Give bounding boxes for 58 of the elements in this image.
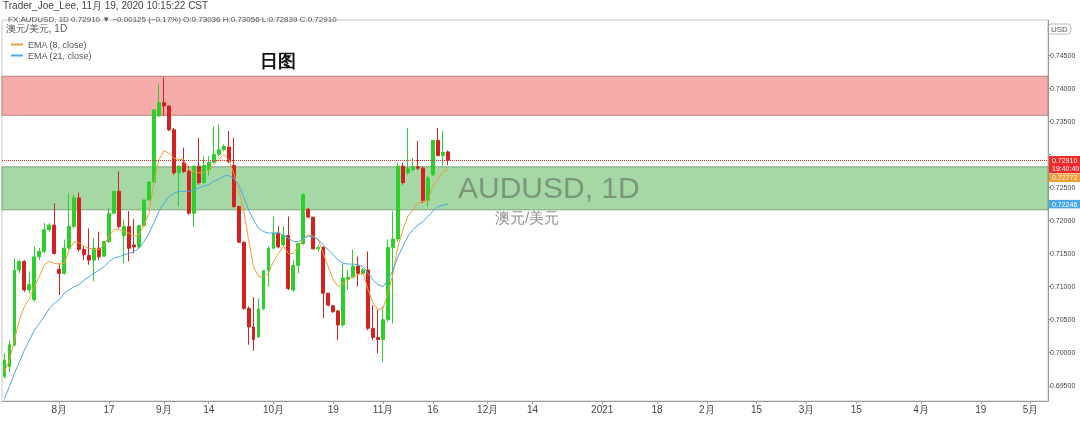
candlestick bbox=[192, 165, 196, 227]
text: Trader_Joe_Lee, 11月 19, 2020 10:15:22 CST bbox=[3, 0, 209, 11]
candlestick bbox=[227, 130, 231, 164]
x-tick-label: 5月 bbox=[1022, 403, 1039, 415]
candlestick bbox=[52, 202, 56, 256]
x-tick-label: 12月 bbox=[477, 403, 499, 415]
chart-subtitle: FX:AUDUSD, 1D 0.72910 ▼ −0.00125 (−0.17%) O:0.73036 H:0.73056 L:0.72839 C:0.72910 bbox=[8, 14, 338, 24]
candlestick bbox=[316, 244, 320, 253]
legend-label: EMA (21, close) bbox=[28, 50, 92, 61]
annotation: 澳元/美元 bbox=[494, 208, 560, 226]
candlestick bbox=[197, 137, 201, 186]
candlestick bbox=[92, 237, 96, 282]
candlestick bbox=[22, 259, 26, 293]
x-tick-label: 17 bbox=[103, 403, 116, 415]
candlestick bbox=[272, 215, 275, 251]
x-tick-label: 2月 bbox=[699, 403, 715, 415]
x-tick-label: 19 bbox=[975, 403, 987, 415]
candlestick bbox=[276, 225, 280, 249]
x-tick-label: 14 bbox=[203, 403, 215, 415]
line-series bbox=[3, 174, 449, 399]
candlestick bbox=[361, 267, 365, 276]
candlestick bbox=[57, 262, 61, 296]
x-tick-label: 15 bbox=[850, 403, 863, 415]
x-tick-label: 2021 bbox=[591, 403, 614, 415]
candlestick bbox=[122, 219, 126, 264]
x-tick-label: 15 bbox=[751, 403, 763, 415]
candlestick bbox=[97, 231, 101, 261]
candlestick bbox=[351, 249, 355, 279]
x-tick-label: 3月 bbox=[798, 403, 815, 415]
candlestick bbox=[436, 127, 440, 157]
x-tick-label: 8月 bbox=[51, 403, 68, 415]
x-tick-label: 19 bbox=[327, 403, 340, 415]
x-tick-label: 9月 bbox=[156, 403, 172, 415]
x-tick-label: 18 bbox=[651, 403, 663, 415]
candlestick bbox=[441, 130, 445, 167]
candlestick bbox=[262, 269, 265, 311]
x-tick-label: 16 bbox=[427, 403, 439, 415]
candlestick bbox=[356, 256, 360, 288]
candlestick bbox=[177, 164, 181, 208]
candlestick bbox=[267, 245, 270, 288]
legend-title: 澳元/美元, 1D bbox=[6, 22, 68, 34]
x-tick-label: 14 bbox=[526, 403, 539, 415]
legend-label: EMA (8, close) bbox=[28, 39, 87, 50]
y-axis-title: USD bbox=[1051, 24, 1069, 34]
candlestick bbox=[281, 225, 285, 247]
x-tick-label: 10月 bbox=[262, 403, 285, 415]
candlestick bbox=[431, 139, 435, 177]
x-tick-label: 4月 bbox=[913, 403, 929, 415]
candlestick bbox=[286, 215, 290, 291]
x-tick-label: 11月 bbox=[372, 403, 394, 415]
candlestick bbox=[401, 162, 405, 186]
annotation: AUDUSD, 1D bbox=[458, 170, 640, 204]
candlestick bbox=[446, 150, 450, 166]
text: 日图 bbox=[260, 51, 296, 71]
line-series bbox=[3, 150, 449, 373]
candlestick bbox=[257, 297, 260, 339]
candlestick bbox=[117, 170, 121, 229]
candlestick bbox=[87, 227, 91, 266]
